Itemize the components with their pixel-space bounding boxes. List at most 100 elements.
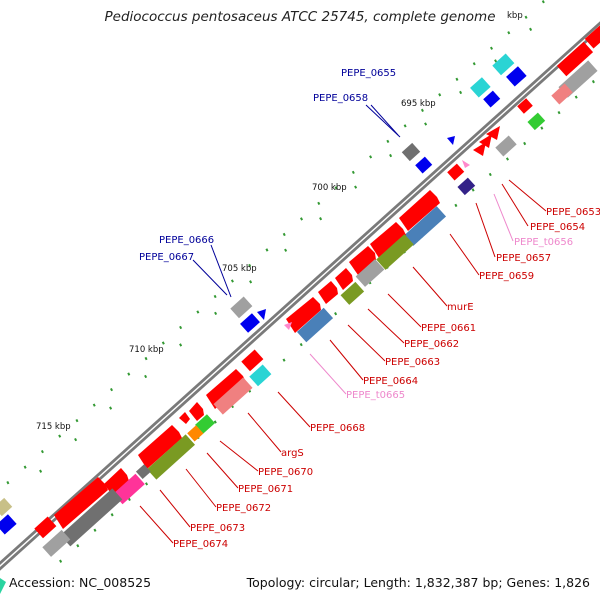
gene-feature[interactable] — [403, 206, 447, 246]
tick-mark — [284, 248, 288, 252]
gene-feature[interactable] — [551, 83, 573, 105]
gene-feature[interactable] — [401, 142, 421, 162]
gene-feature[interactable] — [340, 281, 365, 305]
leader-line — [277, 391, 311, 428]
gene-feature[interactable] — [249, 364, 272, 387]
gene-feature[interactable] — [60, 488, 123, 547]
gene-feature[interactable] — [584, 24, 600, 49]
gene-feature[interactable] — [506, 66, 527, 87]
tick-mark — [557, 110, 561, 115]
gene-label-pepe-0654[interactable]: PEPE_0654 — [530, 222, 585, 233]
gene-arrow-feature[interactable] — [179, 412, 190, 424]
gene-arrow-feature[interactable] — [54, 477, 108, 529]
gene-label-pepe-t0665[interactable]: PEPE_t0665 — [346, 390, 405, 401]
gene-feature[interactable] — [187, 425, 204, 442]
gene-label-pepe-0662[interactable]: PEPE_0662 — [404, 339, 459, 350]
gene-label-pepe-0653[interactable]: PEPE_0653 — [546, 207, 600, 218]
kbp-label-710: 710 kbp — [129, 345, 164, 355]
gene-label-mure[interactable]: murE — [447, 302, 474, 313]
gene-label-pepe-0674[interactable]: PEPE_0674 — [173, 539, 228, 550]
leader-line — [247, 412, 282, 453]
gene-label-pepe-0663[interactable]: PEPE_0663 — [385, 357, 440, 368]
gene-arrow-feature[interactable] — [473, 142, 486, 156]
kbp-label-700: 700 kbp — [312, 183, 347, 193]
label-leader-lines — [139, 104, 547, 544]
gene-feature[interactable] — [556, 41, 594, 77]
tick-mark — [92, 403, 96, 407]
gene-arrow-feature[interactable] — [479, 134, 492, 148]
gene-label-pepe-0668[interactable]: PEPE_0668 — [310, 423, 365, 434]
gene-arrow-feature[interactable] — [349, 246, 376, 275]
gene-label-pepe-0658[interactable]: PEPE_0658 — [313, 93, 368, 104]
gene-arrow-feature[interactable] — [257, 309, 266, 320]
gene-feature[interactable] — [42, 529, 71, 557]
gene-feature[interactable] — [355, 259, 385, 287]
gene-feature[interactable] — [146, 434, 196, 480]
tick-mark — [507, 31, 511, 35]
gene-arrow-feature[interactable] — [447, 136, 455, 145]
gene-label-pepe-0667[interactable]: PEPE_0667 — [139, 252, 194, 263]
gene-feature[interactable] — [230, 296, 253, 319]
gene-feature[interactable] — [483, 90, 501, 108]
gene-feature[interactable] — [495, 135, 517, 157]
gene-label-pepe-0661[interactable]: PEPE_0661 — [421, 323, 476, 334]
gene-label-pepe-0671[interactable]: PEPE_0671 — [238, 484, 293, 495]
gene-label-pepe-0655[interactable]: PEPE_0655 — [341, 68, 396, 79]
gene-arrow-feature[interactable] — [206, 369, 246, 409]
gene-feature[interactable] — [241, 349, 264, 372]
tick-mark — [369, 155, 373, 159]
tick-mark — [334, 186, 338, 190]
gene-feature[interactable] — [0, 514, 17, 535]
gene-arrow-feature[interactable] — [462, 160, 470, 168]
gene-feature[interactable] — [470, 77, 491, 98]
gene-arrow-feature[interactable] — [399, 190, 440, 231]
gene-arrow-feature[interactable] — [335, 268, 353, 290]
gene-label-pepe-0672[interactable]: PEPE_0672 — [216, 503, 271, 514]
gene-label-pepe-0664[interactable]: PEPE_0664 — [363, 376, 418, 387]
tick-mark — [161, 341, 165, 345]
gene-feature[interactable] — [517, 98, 533, 114]
gene-features — [0, 24, 600, 557]
gene-feature[interactable] — [415, 156, 433, 174]
leader-line — [206, 452, 239, 489]
tick-mark — [213, 294, 217, 299]
gene-arrow-feature[interactable] — [318, 281, 338, 304]
gene-arrow-feature[interactable] — [189, 402, 204, 421]
tick-mark — [300, 217, 304, 221]
tick-mark — [317, 201, 321, 206]
gene-arrow-feature[interactable] — [486, 126, 500, 140]
gene-label-pepe-0666[interactable]: PEPE_0666 — [159, 235, 214, 246]
gene-feature[interactable] — [296, 307, 334, 343]
gene-feature[interactable] — [135, 464, 151, 480]
gene-feature[interactable] — [376, 234, 414, 270]
gene-feature[interactable] — [0, 497, 13, 517]
gene-arrow-feature[interactable] — [370, 222, 406, 258]
leader-line — [210, 244, 232, 298]
gene-feature[interactable] — [213, 377, 253, 415]
gene-feature[interactable] — [527, 112, 546, 131]
tick-mark — [282, 358, 286, 362]
gene-label-pepe-0659[interactable]: PEPE_0659 — [479, 271, 534, 282]
tick-mark — [248, 263, 252, 268]
gene-feature[interactable] — [113, 473, 145, 505]
gene-feature[interactable] — [195, 414, 215, 434]
gene-arrow-feature[interactable] — [286, 297, 321, 333]
gene-arrow-feature[interactable] — [138, 425, 182, 469]
tick-mark — [472, 62, 476, 66]
gene-label-pepe-0657[interactable]: PEPE_0657 — [496, 253, 551, 264]
gene-label-pepe-t0656[interactable]: PEPE_t0656 — [514, 237, 573, 248]
gene-arrow-feature[interactable] — [284, 322, 292, 330]
gene-label-pepe-0670[interactable]: PEPE_0670 — [258, 467, 313, 478]
genome-summary-text: Topology: circular; Length: 1,832,387 bp… — [246, 575, 590, 590]
gene-feature[interactable] — [457, 177, 476, 196]
gene-feature[interactable] — [240, 313, 260, 333]
gene-feature[interactable] — [447, 163, 465, 181]
gene-label-pepe-0673[interactable]: PEPE_0673 — [190, 523, 245, 534]
gene-feature[interactable] — [34, 516, 57, 539]
gene-feature[interactable] — [492, 53, 515, 76]
gene-arrow-feature[interactable] — [104, 468, 129, 496]
gene-label-args[interactable]: argS — [281, 448, 304, 459]
leader-line — [508, 179, 547, 212]
leader-line — [219, 440, 259, 472]
